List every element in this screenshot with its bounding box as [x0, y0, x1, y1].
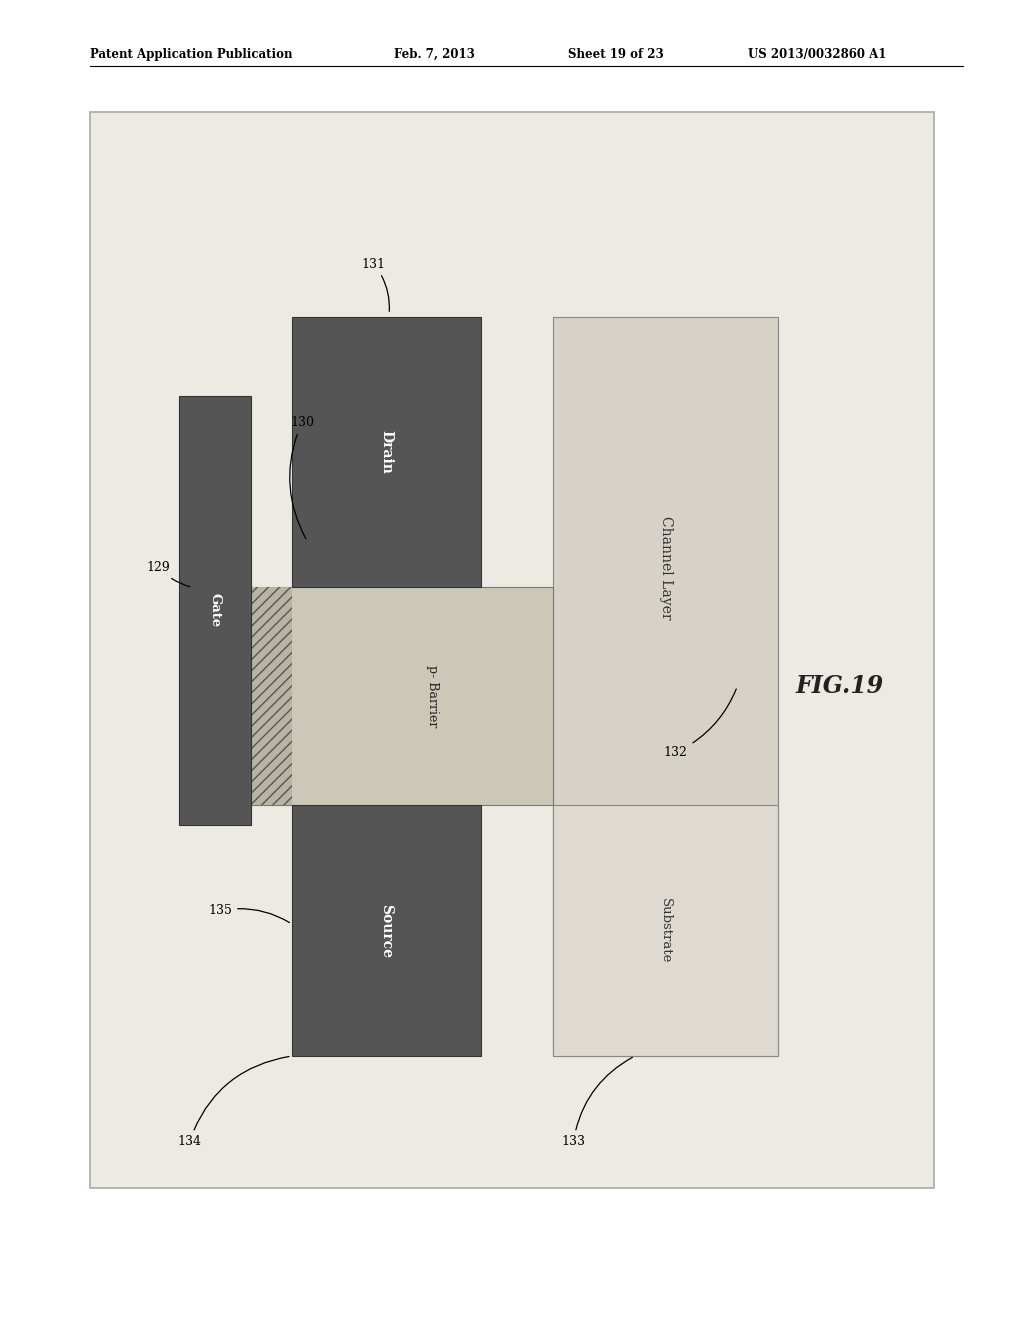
Text: 135: 135: [208, 904, 290, 923]
Bar: [179, 396, 251, 825]
Bar: [553, 317, 778, 1056]
Text: Patent Application Publication: Patent Application Publication: [90, 48, 293, 61]
Text: Substrate: Substrate: [659, 898, 672, 964]
Text: Gate: Gate: [209, 594, 221, 627]
Text: p- Barrier: p- Barrier: [426, 665, 439, 727]
Bar: [251, 587, 553, 805]
Text: Source: Source: [380, 904, 393, 957]
Text: Drain: Drain: [380, 430, 393, 474]
Text: 134: 134: [177, 1056, 289, 1148]
Text: 129: 129: [146, 561, 189, 586]
Text: US 2013/0032860 A1: US 2013/0032860 A1: [748, 48, 886, 61]
Text: 131: 131: [361, 257, 389, 312]
Text: 130: 130: [290, 416, 314, 539]
Bar: [553, 805, 778, 1056]
Text: Sheet 19 of 23: Sheet 19 of 23: [568, 48, 665, 61]
Bar: [90, 112, 934, 1188]
Bar: [251, 587, 292, 805]
Text: Channel Layer: Channel Layer: [658, 516, 673, 619]
Bar: [292, 317, 481, 587]
Text: Feb. 7, 2013: Feb. 7, 2013: [394, 48, 475, 61]
Bar: [292, 805, 481, 1056]
Text: 132: 132: [664, 689, 736, 759]
Text: 133: 133: [561, 1057, 633, 1148]
Text: FIG.19: FIG.19: [796, 675, 884, 698]
